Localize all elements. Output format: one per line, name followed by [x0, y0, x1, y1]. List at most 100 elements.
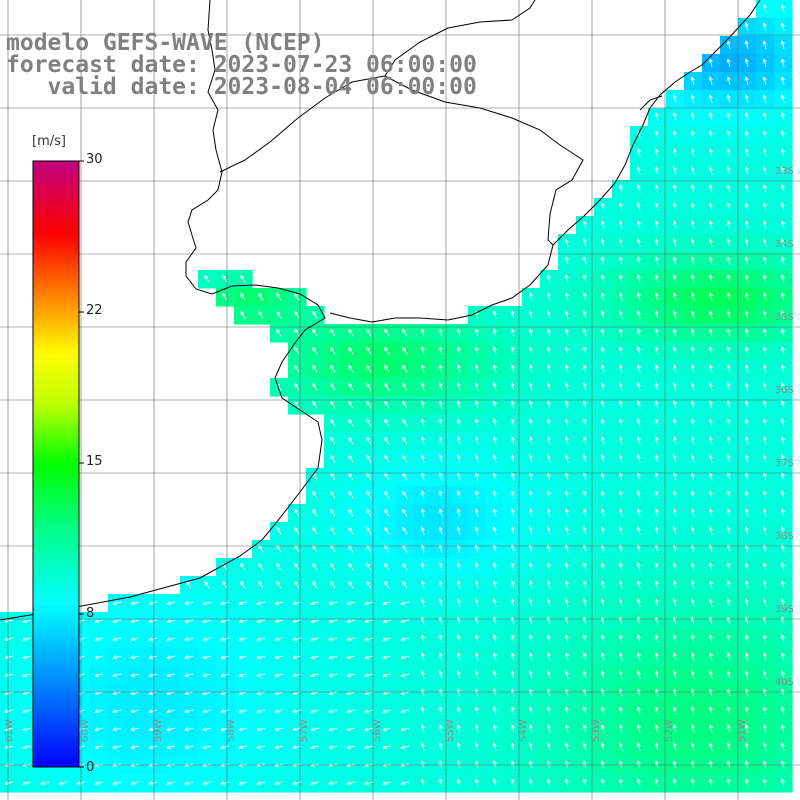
- wind-arrow: [492, 364, 497, 374]
- wind-arrow: [420, 364, 425, 374]
- wind-arrow: [366, 580, 372, 589]
- wind-arrow: [582, 580, 587, 590]
- wind-arrow: [600, 328, 605, 338]
- wind-arrow: [420, 346, 425, 356]
- wind-arrow: [276, 562, 282, 571]
- wind-arrow: [582, 778, 587, 788]
- wind-arrow: [292, 655, 302, 660]
- wind-arrow: [492, 544, 497, 554]
- lon-label: 61W: [4, 719, 15, 742]
- wind-arrow: [438, 652, 443, 662]
- wind-arrow: [384, 472, 390, 481]
- wind-arrow: [780, 742, 785, 752]
- wind-arrow: [274, 601, 284, 606]
- wind-arrow: [148, 745, 158, 750]
- wind-arrow: [600, 490, 605, 500]
- wind-arrow: [708, 292, 713, 302]
- wind-arrow: [636, 184, 641, 194]
- wind-arrow: [780, 256, 785, 266]
- wind-arrow: [238, 673, 248, 678]
- wind-arrow: [204, 274, 210, 283]
- wind-arrow: [762, 670, 767, 680]
- wind-arrow: [672, 562, 677, 572]
- lon-label: 52W: [664, 719, 675, 742]
- wind-arrow: [456, 364, 461, 374]
- wind-arrow: [366, 472, 372, 481]
- wind-arrow: [346, 709, 356, 714]
- wind-arrow: [294, 526, 300, 535]
- wind-arrow: [654, 688, 659, 698]
- wind-arrow: [780, 382, 785, 392]
- wind-arrow: [672, 346, 677, 356]
- wind-arrow: [690, 670, 695, 680]
- wind-arrow: [600, 598, 605, 608]
- wind-arrow: [330, 418, 336, 427]
- wind-arrow: [780, 544, 785, 554]
- wind-arrow: [690, 508, 695, 518]
- wind-arrow: [546, 328, 551, 338]
- wind-arrow: [528, 742, 533, 752]
- wind-arrow: [328, 781, 338, 786]
- wind-arrow: [276, 580, 282, 589]
- wind-arrow: [382, 709, 392, 714]
- wind-arrow: [420, 580, 425, 590]
- wind-arrow: [238, 781, 248, 786]
- wind-arrow: [636, 742, 641, 752]
- wind-arrow: [294, 544, 300, 553]
- wind-arrow: [292, 745, 302, 750]
- wind-arrow: [708, 706, 713, 716]
- wind-arrow: [708, 274, 713, 284]
- wind-arrow: [366, 454, 372, 463]
- wind-arrow: [366, 490, 372, 499]
- wind-arrow: [346, 673, 356, 678]
- colorbar-tick-15: 15: [86, 454, 103, 469]
- wind-arrow: [492, 436, 497, 446]
- wind-arrow: [762, 706, 767, 716]
- wind-arrow: [708, 724, 713, 734]
- wind-arrow: [672, 742, 677, 752]
- wind-arrow: [456, 706, 461, 716]
- wind-arrow: [600, 238, 605, 248]
- wind-arrow: [654, 400, 659, 410]
- wind-arrow: [366, 346, 372, 355]
- wind-arrow: [438, 562, 443, 572]
- wind-arrow: [654, 598, 659, 608]
- lat-label: 39S: [774, 604, 794, 615]
- wind-arrow: [582, 418, 587, 428]
- wind-arrow: [618, 220, 623, 230]
- wind-arrow: [130, 619, 140, 624]
- wind-arrow: [346, 601, 356, 606]
- wind-arrow: [240, 580, 246, 589]
- lat-label: 34S: [774, 239, 794, 250]
- wind-arrow: [564, 544, 569, 554]
- wind-arrow: [762, 742, 767, 752]
- wind-arrow: [456, 346, 461, 356]
- wind-arrow: [330, 544, 336, 553]
- wind-arrow: [492, 652, 497, 662]
- wind-arrow: [130, 601, 140, 606]
- wind-arrow: [112, 691, 122, 696]
- wind-arrow: [310, 727, 320, 732]
- wind-arrow: [600, 436, 605, 446]
- wind-arrow: [420, 742, 425, 752]
- wind-arrow: [400, 619, 410, 624]
- wind-arrow: [456, 490, 461, 500]
- wind-arrow: [690, 148, 695, 158]
- wind-arrow: [402, 580, 408, 589]
- wind-arrow: [744, 526, 749, 536]
- wind-arrow: [600, 418, 605, 428]
- wind-arrow: [690, 76, 695, 86]
- wind-arrow: [780, 688, 785, 698]
- wind-arrow: [618, 598, 623, 608]
- wind-arrow: [654, 454, 659, 464]
- wind-arrow: [240, 310, 246, 319]
- wind-arrow: [492, 562, 497, 572]
- wind-arrow: [546, 454, 551, 464]
- wind-arrow: [708, 490, 713, 500]
- wind-arrow: [292, 691, 302, 696]
- wind-arrow: [202, 637, 212, 642]
- wind-arrow: [636, 724, 641, 734]
- wind-arrow: [762, 76, 767, 86]
- wind-arrow: [582, 328, 587, 338]
